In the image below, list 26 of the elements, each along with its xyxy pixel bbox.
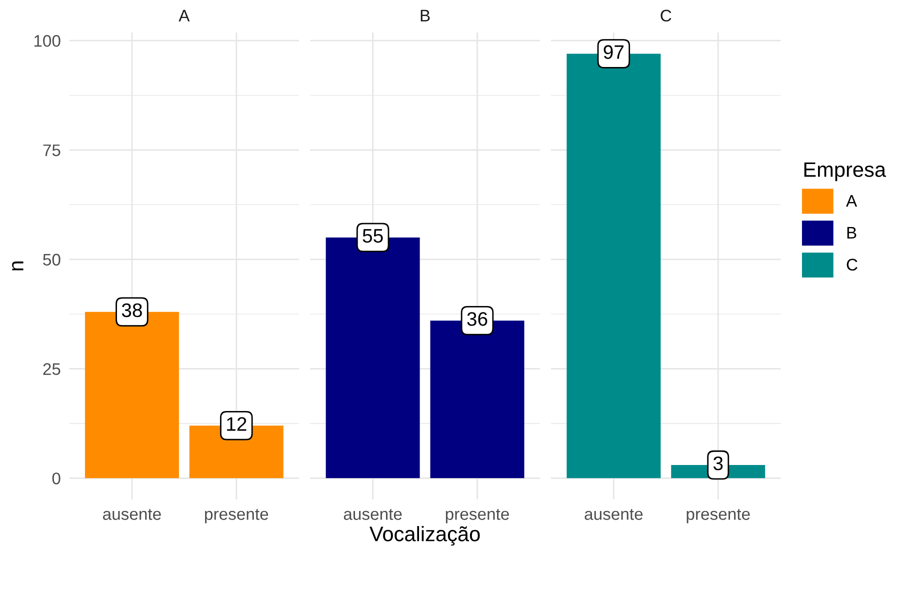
y-tick-label: 0: [52, 472, 60, 484]
x-tick-label: ausente: [584, 509, 643, 520]
y-tick-label: 25: [43, 363, 60, 375]
legend-label: B: [847, 227, 856, 239]
x-tick-label: presente: [446, 509, 509, 524]
x-tick-label: presente: [205, 509, 268, 524]
chart-title: C: [660, 10, 672, 22]
x-tick-label: presente: [686, 509, 750, 524]
legend-label: C: [846, 258, 858, 271]
y-tick-label: 50: [43, 254, 60, 266]
y-axis-title: n: [12, 262, 24, 270]
data-label: 3: [713, 456, 723, 470]
y-tick-label: 100: [34, 35, 60, 47]
chart-title: B: [420, 10, 430, 22]
legend-label: A: [846, 195, 858, 207]
data-label: 12: [227, 417, 246, 431]
data-label: 55: [362, 229, 383, 243]
data-label: 97: [604, 45, 624, 59]
data-label: 38: [122, 303, 142, 318]
x-tick-label: ausente: [103, 509, 161, 520]
x-tick-label: ausente: [344, 509, 402, 520]
x-axis-title: Vocalização: [370, 526, 480, 546]
y-tick-label: 75: [43, 144, 60, 156]
data-label: 36: [467, 312, 488, 326]
legend-title: Empresa: [804, 162, 886, 182]
chart-title: A: [178, 10, 190, 22]
